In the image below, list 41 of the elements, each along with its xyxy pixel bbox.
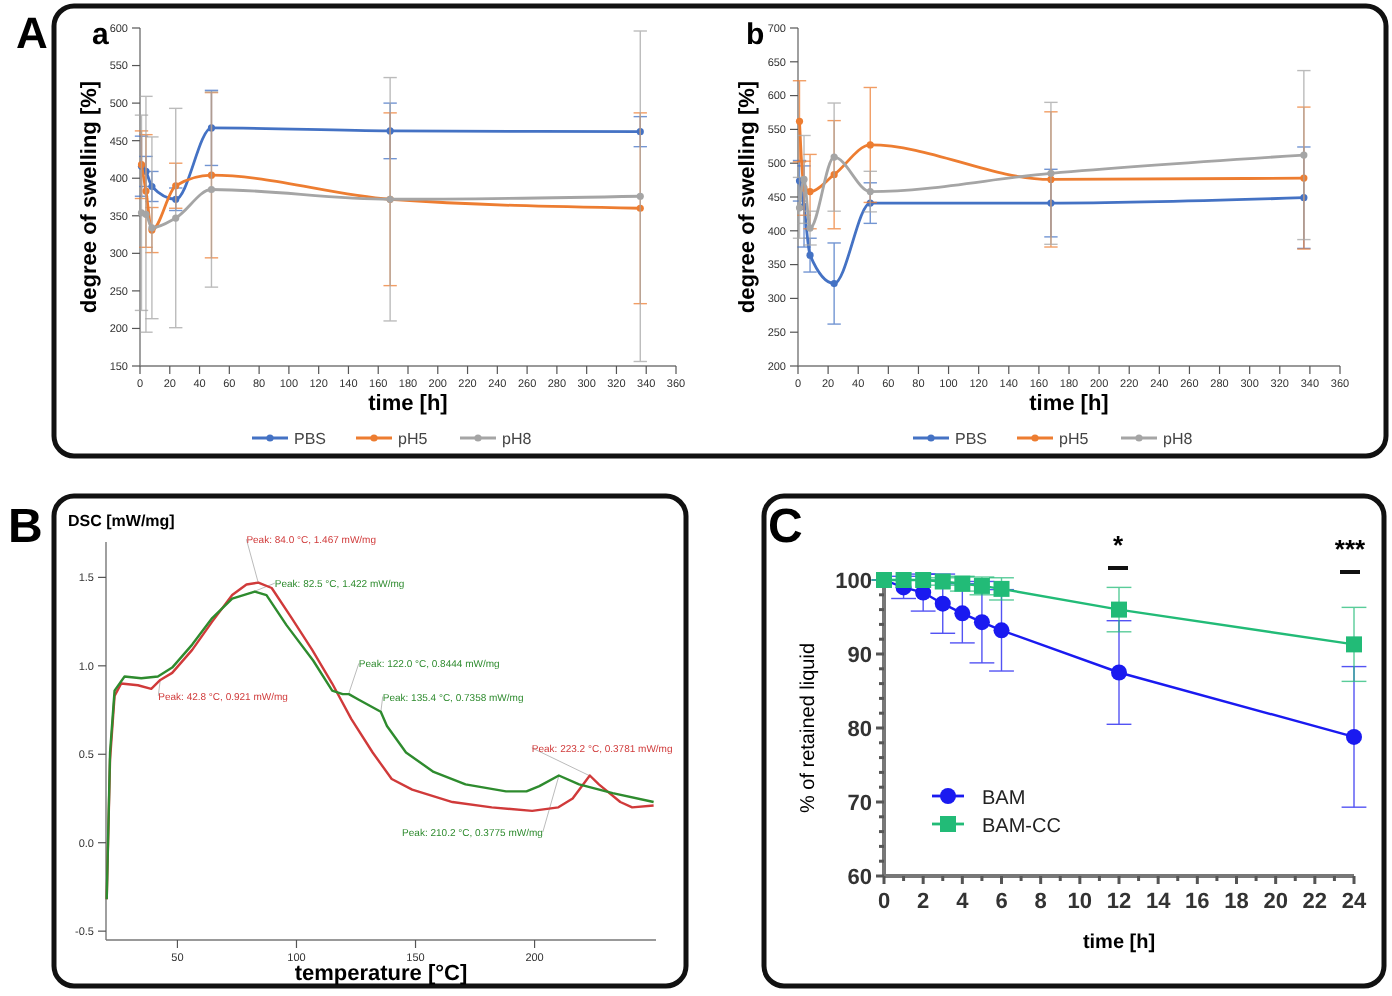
chart-title: B [8, 500, 43, 554]
y-axis-title: % of retained liquid [798, 642, 820, 814]
x-axis-title: time [h] [1082, 932, 1156, 954]
y-axis-title: degree of swelling [%] [736, 80, 760, 314]
x-tick-label: 10 [1067, 890, 1093, 914]
legend-label: BAM [982, 788, 1026, 810]
y-tick-label: 100 [835, 569, 872, 594]
x-axis-title: time [h] [368, 392, 449, 416]
x-tick-label: 20 [1263, 890, 1288, 914]
legend-label: PBS [955, 430, 988, 448]
text: A [16, 8, 48, 58]
legend-label: PBS [294, 430, 327, 448]
legend-label: pH5 [398, 430, 429, 448]
x-tick-label: 22 [1302, 890, 1328, 914]
text: *** [1334, 534, 1368, 564]
y-axis-title: degree of swelling [%] [78, 80, 102, 314]
legend-label: pH5 [1059, 430, 1090, 448]
y-tick-label: 70 [847, 791, 872, 816]
chart-title: a [92, 18, 110, 52]
x-tick-label: 4 [956, 890, 971, 914]
chart-title: C [768, 500, 803, 554]
x-tick-label: 16 [1185, 890, 1210, 914]
x-tick-label: 6 [995, 890, 1008, 914]
x-tick-label: 12 [1106, 890, 1132, 914]
legend-label: BAM-CC [982, 816, 1061, 838]
x-tick-label: 8 [1034, 890, 1047, 914]
x-axis-title: temperature [°C] [294, 962, 468, 986]
x-tick-label: 24 [1341, 890, 1368, 914]
chart-title: b [746, 18, 765, 52]
y-tick-label: 90 [847, 643, 872, 668]
x-axis-title: time [h] [1029, 392, 1110, 416]
x-tick-label: 0 [877, 890, 891, 914]
legend-label: pH8 [1163, 430, 1194, 448]
x-tick-label: 2 [917, 890, 930, 914]
y-tick-label: 60 [847, 865, 872, 890]
x-tick-label: 18 [1224, 890, 1249, 914]
legend-label: pH8 [502, 430, 533, 448]
y-axis-title: DSC [mW/mg] [68, 512, 176, 530]
x-tick-label: 14 [1145, 890, 1173, 914]
text: * [1112, 530, 1125, 560]
y-tick-label: 80 [847, 717, 872, 742]
